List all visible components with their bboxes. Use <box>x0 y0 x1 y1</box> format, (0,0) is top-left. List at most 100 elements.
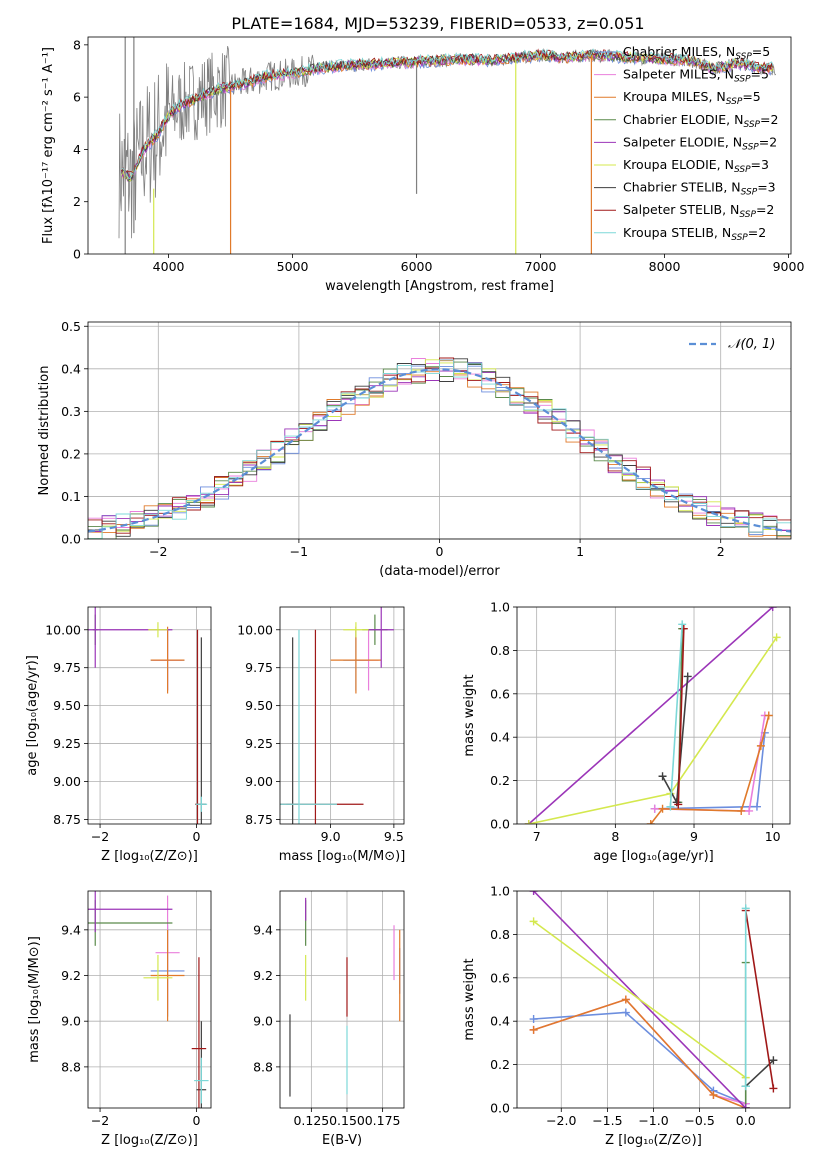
errorbar-kroupa-miles <box>150 929 185 1022</box>
y-tick-label: 9.2 <box>253 968 273 983</box>
y-axis-label: mass weight <box>462 958 477 1040</box>
y-tick-label: 9.4 <box>61 922 81 937</box>
errorbar-salpeter-elodie <box>88 891 173 933</box>
x-tick-label: 4000 <box>153 259 185 274</box>
plot-area <box>280 607 404 824</box>
x-tick-label: 5000 <box>277 259 309 274</box>
weight-marker <box>741 1082 750 1091</box>
x-axis-label: wavelength [Angstrom, rest frame] <box>325 279 554 294</box>
y-tick-label: 9.0 <box>253 1014 273 1029</box>
y-tick-label: 0.1 <box>61 489 81 504</box>
legend-subscript: SSP <box>739 210 756 220</box>
weight-marker <box>524 820 533 824</box>
y-tick-label: 0.6 <box>490 970 510 985</box>
legend-label: Salpeter STELIB, NSSP=2 <box>623 202 774 220</box>
panel-age-vs-Z: −2 0 8.75 9.00 9.25 9.50 9.75 10.00 Z [log₁₀(Z/Z… <box>25 606 212 864</box>
legend-subscript: SSP <box>742 142 759 152</box>
x-tick-label: 9.0 <box>321 829 341 844</box>
legend-label: Chabrier ELODIE, NSSP=2 <box>623 112 778 130</box>
x-tick-label: 10 <box>765 829 781 844</box>
weight-marker <box>768 607 777 611</box>
weight-line <box>677 628 685 805</box>
legend-count: =2 <box>760 112 778 127</box>
y-axis-label: Normed distribution <box>37 366 52 496</box>
y-tick-label: 0.0 <box>61 532 81 547</box>
x-tick-label: 0.125 <box>293 1113 329 1128</box>
x-tick-label: 1 <box>576 544 584 559</box>
errorbar-salpeter-elodie <box>88 607 173 668</box>
x-tick-label: −0.5 <box>684 1113 714 1128</box>
x-tick-label: 8000 <box>649 259 681 274</box>
legend-count: =5 <box>751 67 769 82</box>
weight-series-salpeter-elodie <box>524 607 777 824</box>
x-tick-label: 0 <box>193 1113 201 1128</box>
legend-text: Kroupa STELIB, N <box>623 225 731 240</box>
axes-frame <box>87 321 792 540</box>
weight-series-kroupa-stelib <box>666 620 687 811</box>
x-tick-label: 0.175 <box>365 1113 401 1128</box>
weight-marker <box>529 1015 538 1024</box>
y-tick-label: 0.3 <box>61 404 81 419</box>
plot-area <box>517 891 790 1108</box>
legend-subscript: SSP <box>734 75 751 85</box>
y-tick-label: 0 <box>73 247 81 262</box>
legend-count: =2 <box>756 202 774 217</box>
y-tick-label: 9.25 <box>53 736 81 751</box>
x-axis-label: (data-model)/error <box>379 564 500 579</box>
legend-text: Kroupa MILES, N <box>623 89 726 104</box>
panels-group: 4000 5000 6000 7000 8000 900002468wavelength … <box>25 36 804 1148</box>
gaussian-legend-label: 𝒩(0, 1) <box>728 337 775 352</box>
legend-label: Kroupa ELODIE, NSSP=3 <box>623 157 769 175</box>
y-tick-label: 1.0 <box>490 600 510 615</box>
weight-marker <box>683 672 692 681</box>
y-tick-label: 9.0 <box>61 1014 81 1029</box>
legend-text: Salpeter MILES, N <box>623 67 734 82</box>
weight-marker <box>529 891 538 895</box>
x-tick-label: 0 <box>436 544 444 559</box>
panel-weight-vs-age: 7 8 9 10 0.0 0.2 0.4 0.6 0.8 1.0 age [log₁₀(age/yr… <box>462 600 791 864</box>
y-axis-label: mass [log₁₀(M/M⊙)] <box>27 936 42 1063</box>
x-tick-label: −1.5 <box>592 1113 622 1128</box>
legend-count: =3 <box>751 157 769 172</box>
weight-marker <box>658 772 667 781</box>
y-tick-label: 10.00 <box>237 622 273 637</box>
x-tick-label: −2 <box>91 1113 109 1128</box>
errorbar-salpeter-elodie <box>368 607 394 668</box>
axes-frame <box>279 890 405 1109</box>
errorbar-kroupa-elodie <box>343 622 369 638</box>
y-tick-label: 0.6 <box>490 686 510 701</box>
weight-marker <box>764 711 773 720</box>
errorbar-kroupa-elodie <box>143 954 173 1001</box>
x-tick-label: 0.150 <box>329 1113 365 1128</box>
axes-frame <box>516 890 791 1109</box>
legend-subscript: SSP <box>743 120 760 130</box>
weight-marker <box>621 1008 630 1017</box>
weight-series-kroupa-miles <box>529 995 750 1108</box>
weight-marker <box>674 800 683 809</box>
y-tick-label: 0.0 <box>490 1101 510 1116</box>
legend-text: Chabrier ELODIE, N <box>623 112 743 127</box>
weight-marker <box>709 1090 718 1099</box>
y-tick-label: 6 <box>73 90 81 105</box>
legend-count: =2 <box>748 225 766 240</box>
plot-area <box>88 891 211 1108</box>
x-tick-label: 2 <box>717 544 725 559</box>
y-tick-label: 9.2 <box>61 968 81 983</box>
x-tick-label: 7 <box>533 829 541 844</box>
panel-weight-vs-Z: −2.0 −1.5 −1.0 −0.5 0.0 0.0 0.2 0.4 0.6 0.8 1.0 Z [… <box>462 884 791 1148</box>
y-tick-label: 10.00 <box>45 622 81 637</box>
plot-area <box>118 37 777 254</box>
panel-mass-vs-Z: −2 0 8.8 9.0 9.2 9.4 Z [log₁₀(Z/Z⊙)] mass [log₁… <box>27 890 212 1148</box>
weight-marker <box>756 741 765 750</box>
y-tick-label: 9.50 <box>53 698 81 713</box>
y-tick-label: 0.8 <box>490 927 510 942</box>
y-tick-label: 0.2 <box>490 773 510 788</box>
x-tick-label: 7000 <box>525 259 557 274</box>
y-tick-label: 2 <box>73 194 81 209</box>
weight-marker <box>745 806 754 815</box>
weight-series-kroupa-elodie <box>524 633 781 824</box>
errorbar-kroupa-stelib <box>195 796 208 812</box>
y-tick-label: 9.00 <box>245 774 273 789</box>
